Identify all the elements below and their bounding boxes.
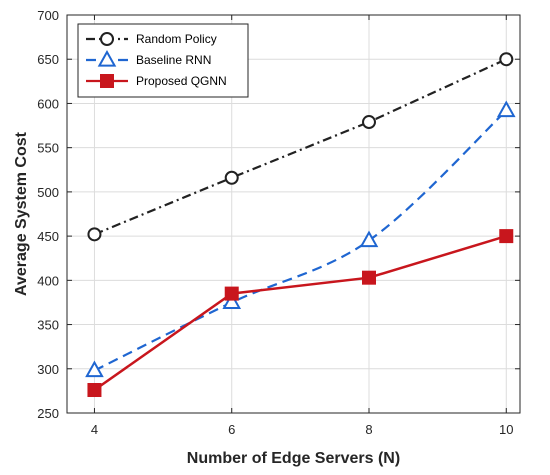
data-point [85, 360, 104, 378]
y-tick-label: 300 [37, 362, 59, 377]
legend-item: Random Policy [86, 32, 217, 46]
y-tick-label: 700 [37, 8, 59, 23]
series-2 [85, 100, 516, 378]
legend-label: Proposed QGNN [136, 74, 227, 88]
y-tick-label: 500 [37, 185, 59, 200]
x-axis-label: Number of Edge Servers (N) [187, 450, 400, 467]
data-point [224, 286, 239, 301]
axis-ticks: 250 300 350 400 450 500 550 600 650 700 4 6 8 10 [37, 8, 520, 437]
series-3 [87, 229, 514, 398]
x-tick-label: 4 [91, 422, 98, 437]
legend-marker [100, 74, 114, 88]
series-line [93, 234, 507, 392]
series-1 [87, 52, 514, 242]
legend-label: Baseline RNN [136, 53, 211, 67]
data-point [499, 52, 514, 67]
y-tick-label: 550 [37, 141, 59, 156]
y-tick-label: 250 [37, 406, 59, 421]
data-point [87, 227, 102, 242]
y-tick-label: 650 [37, 52, 59, 67]
y-tick-label: 350 [37, 318, 59, 333]
legend-item: Baseline RNN [86, 49, 211, 67]
plot-frame [66, 14, 521, 414]
y-axis-label: Average System Cost [13, 131, 30, 296]
data-point [496, 100, 516, 118]
series-line [94, 58, 507, 236]
legend-marker [97, 49, 117, 67]
data-point [87, 383, 102, 398]
y-tick-label: 400 [37, 273, 59, 288]
data-point [359, 230, 379, 248]
x-tick-label: 10 [499, 422, 513, 437]
x-tick-label: 8 [365, 422, 372, 437]
data-point [362, 115, 376, 130]
legend: Random Policy Baseline RNN Proposed QGNN [77, 23, 249, 98]
y-tick-label: 600 [37, 96, 59, 111]
series-line [93, 109, 508, 372]
legend-marker [100, 32, 114, 46]
x-tick-label: 6 [228, 422, 235, 437]
series-group [85, 52, 516, 398]
data-point [224, 170, 239, 185]
legend-label: Random Policy [136, 32, 217, 46]
data-point [499, 229, 514, 244]
data-point [222, 292, 242, 310]
data-point [362, 270, 376, 285]
y-tick-label: 450 [37, 229, 59, 244]
legend-item: Proposed QGNN [86, 74, 227, 88]
